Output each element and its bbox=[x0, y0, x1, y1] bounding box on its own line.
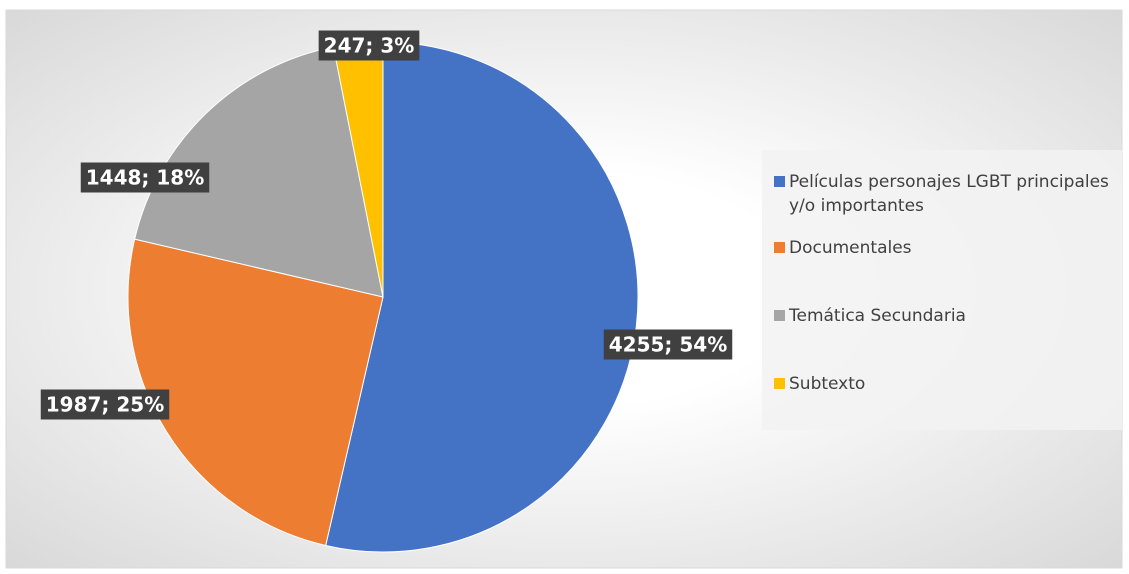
data-label: 1448; 18% bbox=[80, 162, 210, 193]
legend-swatch bbox=[774, 176, 785, 187]
legend-swatch bbox=[774, 242, 785, 253]
legend-label: Documentales bbox=[789, 238, 912, 258]
data-label: 247; 3% bbox=[318, 30, 420, 61]
legend-swatch bbox=[774, 378, 785, 389]
data-label-text: 247; 3% bbox=[324, 34, 415, 58]
legend-label: Temática Secundaria bbox=[789, 306, 966, 326]
legend: Películas personajes LGBT principales y/… bbox=[762, 150, 1122, 430]
legend-swatch bbox=[774, 310, 785, 321]
legend-item: Subtexto bbox=[774, 372, 1114, 396]
data-label-text: 1987; 25% bbox=[46, 393, 165, 417]
pie-slice bbox=[134, 46, 384, 298]
pie-slice bbox=[127, 238, 384, 547]
data-label: 4255; 54% bbox=[603, 329, 733, 360]
data-label-bg bbox=[40, 389, 170, 420]
data-label: 1987; 25% bbox=[40, 389, 170, 420]
data-label-text: 4255; 54% bbox=[609, 333, 728, 357]
data-label-bg bbox=[80, 162, 210, 193]
legend-item: Películas personajes LGBT principales y/… bbox=[774, 170, 1114, 218]
legend-item: Documentales bbox=[774, 236, 1114, 260]
legend-item: Temática Secundaria bbox=[774, 304, 1114, 328]
pie-slice bbox=[325, 41, 639, 553]
data-label-bg bbox=[318, 30, 420, 61]
legend-label: Películas personajes LGBT principales y/… bbox=[789, 172, 1109, 216]
data-label-bg bbox=[603, 329, 733, 360]
data-label-text: 1448; 18% bbox=[86, 166, 205, 190]
legend-label: Subtexto bbox=[789, 374, 866, 394]
